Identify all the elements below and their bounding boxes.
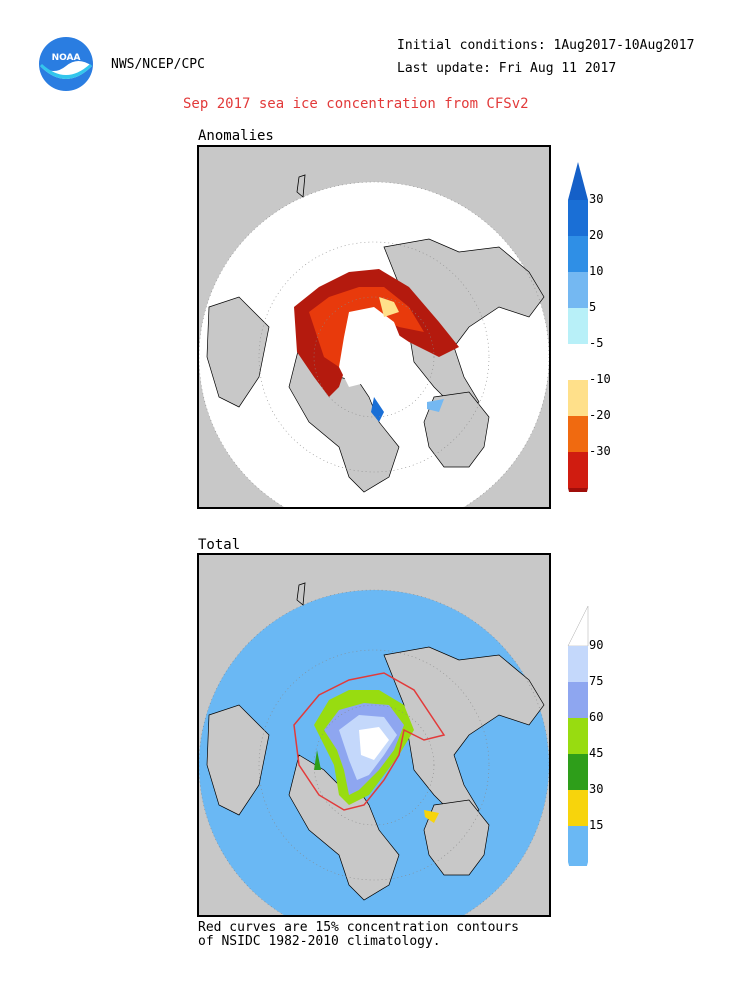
footer-line-2: of NSIDC 1982-2010 climatology.	[198, 934, 441, 949]
noaa-logo-icon: NOAA	[39, 37, 93, 91]
total-cb-label: 90	[589, 638, 604, 652]
anom-land-canada	[288, 346, 400, 493]
anom-cb-bottom-arrow	[568, 488, 588, 492]
anom-cb-top-arrow	[568, 162, 588, 200]
anom-cb-label: -30	[589, 444, 611, 458]
anom-cb-label: -5	[589, 336, 604, 350]
total-cb-swatch	[568, 754, 588, 790]
total-colorbar-graphic	[567, 606, 589, 866]
anom-land-scandinavia	[206, 296, 270, 408]
total-cb-swatch	[568, 646, 588, 682]
initial-conditions: Initial conditions: 1Aug2017-10Aug2017	[397, 38, 695, 53]
anomalies-colorbar	[566, 162, 590, 492]
total-cb-swatch	[568, 718, 588, 754]
anom-cb-swatch	[568, 380, 588, 416]
total-land-siberia	[383, 646, 545, 821]
total-cb-swatch	[568, 826, 588, 862]
anom-near-normal	[339, 307, 404, 387]
total-cb-swatch	[568, 682, 588, 718]
anom-cb-label: -10	[589, 372, 611, 386]
total-cb-label: 30	[589, 782, 604, 796]
total-cb-top-arrow	[567, 606, 589, 647]
anom-cb-label: 30	[589, 192, 604, 206]
page-title: Sep 2017 sea ice concentration from CFSv…	[183, 96, 529, 112]
anom-cb-swatch	[568, 344, 588, 380]
anom-cb-label: 10	[589, 264, 604, 278]
anom-cb-swatch	[568, 416, 588, 452]
anom-cb-swatch	[568, 272, 588, 308]
total-map	[197, 553, 551, 917]
agency-label: NWS/NCEP/CPC	[111, 57, 205, 72]
logo-text: NOAA	[52, 53, 81, 63]
anom-cb-label: 20	[589, 228, 604, 242]
total-cb-bottom-arrow	[568, 862, 588, 866]
noaa-logo: NOAA	[38, 36, 94, 92]
total-land-greenland	[423, 799, 490, 876]
climatology-contour	[293, 672, 446, 811]
total-cb-label: 60	[589, 710, 604, 724]
footer-line-1: Red curves are 15% concentration contour…	[198, 920, 519, 935]
total-label: Total	[198, 537, 241, 553]
anomalies-label: Anomalies	[198, 128, 274, 144]
anomalies-colorbar-graphic	[568, 162, 588, 492]
last-update: Last update: Fri Aug 11 2017	[397, 61, 617, 76]
anom-cb-label: -20	[589, 408, 611, 422]
anom-cb-swatch	[568, 200, 588, 236]
total-map-graphic	[199, 555, 549, 915]
total-cb-label: 45	[589, 746, 604, 760]
total-cb-swatch	[568, 790, 588, 826]
anom-cb-label: 5	[589, 300, 597, 314]
total-land-scandinavia	[206, 704, 270, 816]
total-cb-label: 15	[589, 818, 604, 832]
anom-land-greenland	[423, 391, 490, 468]
total-cb-label: 75	[589, 674, 604, 688]
anomalies-map	[197, 145, 551, 509]
anomalies-map-graphic	[199, 147, 549, 507]
total-colorbar	[566, 606, 590, 866]
anom-cb-swatch	[568, 236, 588, 272]
anom-cb-swatch	[568, 308, 588, 344]
anom-cb-swatch	[568, 452, 588, 488]
